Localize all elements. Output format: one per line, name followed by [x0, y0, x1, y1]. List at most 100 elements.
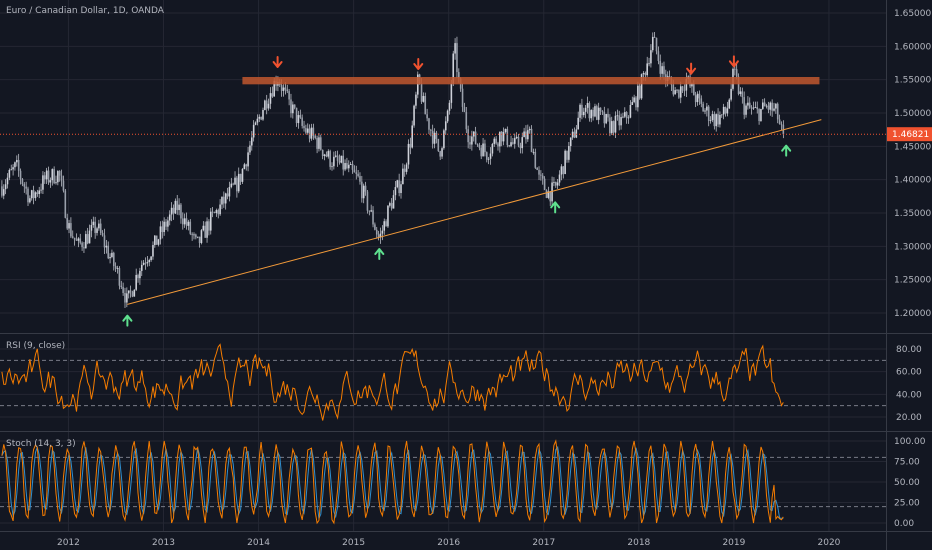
- candle-body: [504, 128, 507, 133]
- candle-body: [381, 230, 384, 234]
- stoch-d-line[interactable]: [1, 445, 784, 521]
- stoch-panel[interactable]: [0, 439, 886, 525]
- candle-body: [491, 143, 494, 154]
- candle-body: [499, 131, 501, 147]
- rsi-panel[interactable]: [0, 343, 886, 421]
- candle-body: [756, 107, 759, 110]
- candle-body: [306, 128, 309, 133]
- candle-body: [361, 181, 363, 199]
- candle-body: [493, 138, 496, 144]
- candle-body: [159, 226, 162, 240]
- candle-body: [413, 105, 415, 126]
- candle-body: [273, 80, 275, 97]
- candle-body: [316, 137, 318, 149]
- candle-body: [762, 102, 764, 109]
- candle-body: [211, 211, 214, 213]
- candle-body: [540, 174, 542, 176]
- candle-body: [21, 178, 24, 185]
- candle-body: [631, 102, 634, 106]
- candle-body: [249, 145, 251, 153]
- candle-body: [182, 218, 184, 225]
- x-tick-label: 2019: [722, 538, 745, 548]
- candle-body: [325, 154, 328, 157]
- candle-body: [480, 147, 483, 157]
- candle-body: [607, 114, 609, 118]
- candle-body: [243, 164, 246, 169]
- candle-body: [521, 137, 524, 149]
- candle-body: [122, 287, 124, 293]
- candle-body: [127, 290, 130, 294]
- candle-body: [653, 36, 656, 38]
- rsi-line[interactable]: [1, 343, 784, 421]
- candle-body: [292, 104, 294, 114]
- candle-body: [176, 200, 179, 211]
- candle-body: [338, 160, 341, 163]
- candle-body: [685, 78, 688, 91]
- price-tick-label: 1.25000: [894, 276, 931, 286]
- candle-body: [269, 93, 272, 104]
- resistance-zone[interactable]: [242, 77, 820, 85]
- candle-body: [66, 217, 68, 229]
- candle-body: [2, 189, 5, 196]
- support-trendline[interactable]: [127, 119, 822, 305]
- candle-body: [463, 106, 466, 113]
- candle-body: [70, 223, 72, 237]
- candle-body: [334, 155, 337, 157]
- candle-body: [678, 89, 680, 98]
- candle-body: [661, 66, 663, 74]
- candle-body: [129, 290, 132, 292]
- candle-body: [594, 106, 596, 117]
- candle-body: [532, 151, 535, 153]
- candle-body: [775, 103, 777, 109]
- candle-body: [612, 121, 615, 133]
- candle-body: [586, 103, 589, 108]
- candle-body: [525, 131, 527, 140]
- candle-body: [471, 136, 473, 145]
- candle-body: [748, 102, 751, 108]
- candle-body: [362, 185, 365, 199]
- candle-body: [23, 184, 26, 187]
- candle-body: [564, 150, 566, 175]
- price-panel[interactable]: [1, 32, 785, 309]
- candle-body: [415, 94, 417, 106]
- rsi-tick-label: 80.00: [896, 345, 922, 355]
- candle-body: [698, 93, 701, 99]
- candle-body: [646, 63, 648, 76]
- candle-body: [510, 142, 512, 147]
- candle-body: [195, 234, 197, 238]
- candle-body: [38, 190, 41, 195]
- candle-body: [407, 143, 410, 165]
- candle-body: [114, 266, 117, 269]
- candle-body: [168, 214, 171, 221]
- candle-body: [579, 104, 581, 118]
- candle-body: [543, 178, 546, 190]
- candle-body: [627, 117, 630, 119]
- candle-body: [1, 186, 3, 196]
- candle-body: [204, 225, 206, 238]
- candle-body: [571, 131, 574, 138]
- candle-body: [375, 229, 378, 235]
- candle-body: [264, 100, 266, 110]
- candle-body: [73, 237, 76, 240]
- up-arrow-icon: [374, 248, 385, 260]
- candle-body: [747, 102, 749, 106]
- candle-body: [700, 98, 703, 104]
- candle-body: [771, 102, 773, 111]
- candle-body: [465, 112, 468, 130]
- up-arrow-icon: [781, 144, 792, 157]
- candle-body: [609, 117, 611, 134]
- candle-body: [148, 260, 151, 263]
- candle-body: [694, 95, 697, 103]
- candle-body: [448, 102, 451, 111]
- candle-body: [430, 129, 432, 131]
- candle-body: [286, 89, 289, 92]
- candle-body: [637, 85, 639, 108]
- candle-body: [385, 221, 387, 227]
- candle-body: [237, 173, 240, 192]
- candle-body: [193, 234, 195, 236]
- candle-body: [64, 190, 67, 218]
- candle-body: [754, 107, 757, 108]
- stoch-k-line[interactable]: [1, 439, 784, 525]
- candle-body: [25, 186, 27, 189]
